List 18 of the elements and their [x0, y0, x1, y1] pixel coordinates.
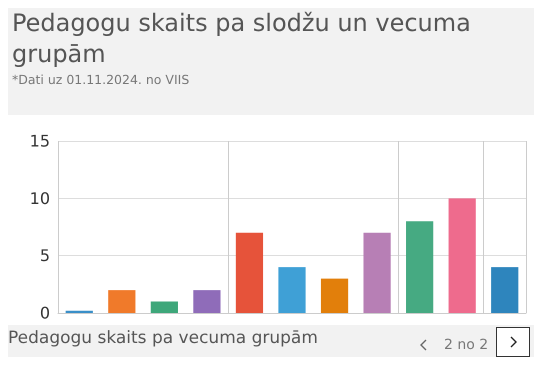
- bar: [406, 221, 434, 313]
- text: 2 no 2: [444, 337, 488, 353]
- y-tick-label: 10: [30, 188, 50, 208]
- text: Pedagogu skaits pa vecuma grupām: [8, 328, 318, 348]
- bar: [448, 198, 476, 313]
- bar: [236, 232, 264, 313]
- chart-subtitle: *Dati uz 01.11.2024. no VIIS: [11, 71, 190, 89]
- chart-title: Pedagogu skaits pa slodžu un vecuma grupām: [11, 8, 472, 70]
- bar: [150, 302, 178, 313]
- bar: [278, 267, 306, 313]
- bar: [320, 278, 348, 313]
- y-tick-label: 15: [30, 132, 50, 150]
- bar: [193, 290, 221, 313]
- bar: [363, 232, 391, 313]
- bar: [108, 290, 136, 313]
- bar: [491, 267, 518, 313]
- y-tick-label: 5: [40, 246, 50, 266]
- y-tick-label: 0: [40, 304, 50, 322]
